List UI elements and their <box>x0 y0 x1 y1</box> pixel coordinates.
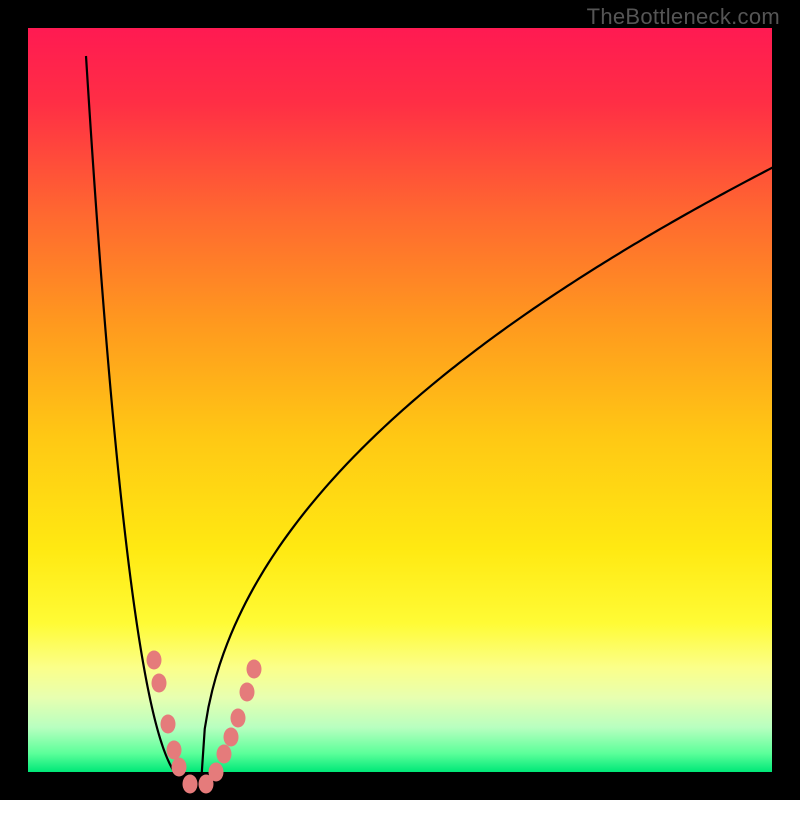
plot-area <box>28 28 772 772</box>
marker-dot <box>217 745 232 764</box>
marker-dot <box>161 715 176 734</box>
marker-dot <box>167 741 182 760</box>
marker-dot <box>209 763 224 782</box>
marker-dot <box>172 758 187 777</box>
chart-container: TheBottleneck.com <box>0 0 800 800</box>
marker-dot <box>231 709 246 728</box>
marker-dot <box>224 728 239 747</box>
curve <box>201 154 799 784</box>
marker-dot <box>247 660 262 679</box>
marker-dot <box>152 674 167 693</box>
marker-dot <box>183 775 198 794</box>
marker-dot <box>147 651 162 670</box>
curve <box>86 56 193 784</box>
watermark-text: TheBottleneck.com <box>587 4 780 30</box>
marker-dot <box>240 683 255 702</box>
chart-svg <box>28 28 800 828</box>
